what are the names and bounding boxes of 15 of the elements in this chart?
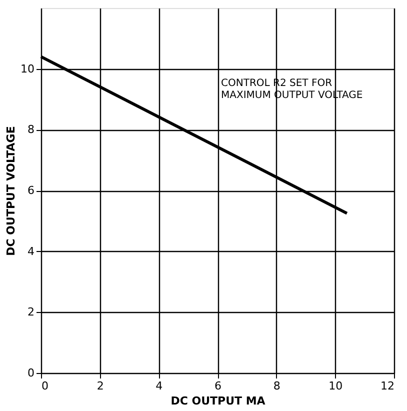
x-axis-title: DC OUTPUT MA [170,394,266,408]
y-axis-title: DC OUTPUT VOLTAGE [4,126,18,256]
y-tick-label: 4 [28,244,34,258]
x-tick-label: 6 [214,380,222,392]
x-tick-label: 8 [273,380,280,392]
x-tick-label: 2 [96,380,104,392]
y-tick-label: 8 [28,123,34,136]
y-tick-label: 10 [20,62,34,76]
y-tick-label: 6 [28,184,34,197]
x-tick-label: 10 [328,380,343,392]
x-tick-label: 0 [42,380,48,392]
x-tick-label: 4 [156,380,163,392]
y-tick-label: 2 [28,306,34,319]
y-tick-label: 0 [28,366,34,380]
x-tick-label: 12 [380,380,394,392]
